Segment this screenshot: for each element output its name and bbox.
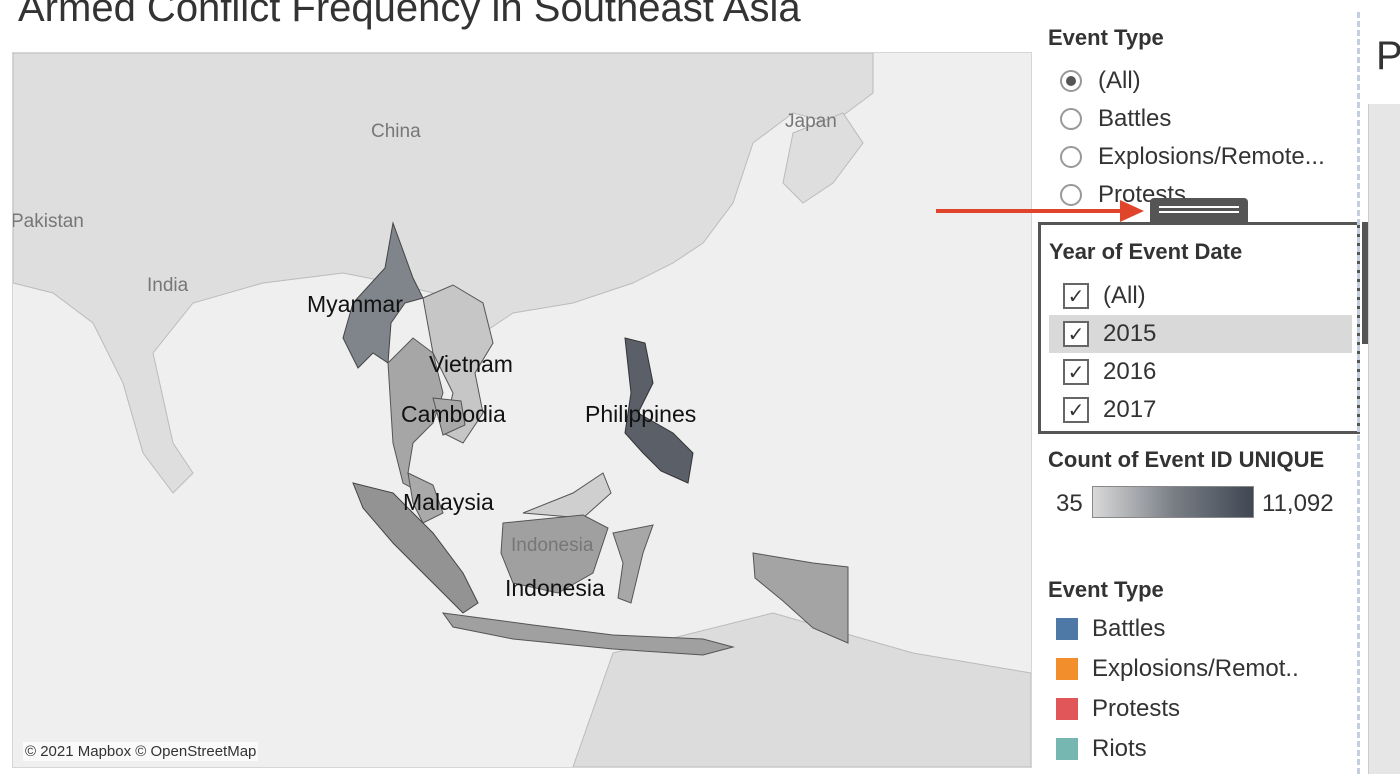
event-type-filter-title: Event Type	[1048, 25, 1164, 50]
country-borneo-south	[500, 514, 609, 594]
legend-item-explosions[interactable]: Explosions/Remot..	[1056, 651, 1299, 687]
legend-item-protests[interactable]: Protests	[1056, 691, 1180, 727]
country-papua	[752, 552, 849, 644]
map-attribution[interactable]: © 2021 Mapbox © OpenStreetMap	[23, 742, 259, 761]
swatch-icon	[1056, 618, 1078, 640]
color-legend-max: 11,092	[1262, 490, 1334, 517]
event-type-option-battles[interactable]: Battles	[1060, 100, 1171, 138]
filter-sidebar: Event Type (All) Battles Explosions/Remo…	[1038, 0, 1360, 774]
year-filter-card[interactable]: Year of Event Date ✓ (All) ✓ 2015 ✓ 2016 ✓ 2…	[1038, 222, 1360, 434]
country-myanmar	[342, 221, 424, 369]
right-panel-map[interactable]	[1368, 104, 1400, 774]
country-borneo-north	[522, 472, 612, 519]
radio-icon[interactable]	[1060, 108, 1082, 130]
color-legend-min: 35	[1056, 490, 1083, 517]
country-java	[441, 612, 735, 656]
country-cambodia	[432, 397, 466, 436]
country-thailand	[387, 337, 444, 494]
year-filter-title: Year of Event Date	[1049, 239, 1243, 264]
label-china: China	[371, 121, 421, 142]
checkbox-checked-icon[interactable]: ✓	[1063, 283, 1089, 309]
checkbox-checked-icon[interactable]: ✓	[1063, 397, 1089, 423]
label-myanmar: Myanmar	[307, 291, 403, 317]
color-legend-gradient	[1092, 486, 1254, 518]
swatch-icon	[1056, 698, 1078, 720]
dashboard-title: Armed Conflict Frequency in Southeast As…	[18, 0, 801, 30]
year-option-2017[interactable]: ✓ 2017	[1049, 391, 1352, 429]
label-philippines: Philippines	[585, 401, 696, 427]
year-option-2015[interactable]: ✓ 2015	[1049, 315, 1352, 353]
label-pakistan: Pakistan	[13, 211, 84, 232]
color-legend-title: Count of Event ID UNIQUE	[1048, 447, 1325, 472]
legend-item-riots[interactable]: Riots	[1056, 731, 1147, 767]
map-view[interactable]: China Japan Pakistan India Myanmar Vietn…	[12, 52, 1032, 768]
event-type-option-explosions[interactable]: Explosions/Remote...	[1060, 138, 1325, 176]
radio-icon[interactable]	[1060, 184, 1082, 206]
red-arrow-icon	[936, 200, 1144, 222]
legend-item-battles[interactable]: Battles	[1056, 611, 1165, 647]
label-cambodia: Cambodia	[401, 401, 506, 427]
drag-handle[interactable]	[1150, 198, 1248, 222]
label-indonesia-faint: Indonesia	[511, 535, 594, 556]
event-type-legend-title: Event Type	[1048, 577, 1164, 602]
event-type-option-all[interactable]: (All)	[1060, 62, 1141, 100]
year-option-2016[interactable]: ✓ 2016	[1049, 353, 1352, 391]
swatch-icon	[1056, 738, 1078, 760]
label-malaysia: Malaysia	[403, 489, 494, 515]
country-sumatra	[352, 482, 479, 614]
radio-selected-icon[interactable]	[1060, 70, 1082, 92]
label-japan: Japan	[785, 111, 837, 132]
label-vietnam: Vietnam	[429, 351, 513, 377]
checkbox-checked-icon[interactable]: ✓	[1063, 359, 1089, 385]
checkbox-checked-icon[interactable]: ✓	[1063, 321, 1089, 347]
right-panel-title: P	[1376, 34, 1400, 78]
label-india: India	[147, 275, 189, 296]
dashboard-divider	[1357, 12, 1361, 774]
country-malaysia-peninsula	[407, 472, 444, 524]
year-option-all[interactable]: ✓ (All)	[1049, 277, 1352, 315]
country-sulawesi	[612, 524, 654, 604]
country-philippines	[624, 337, 694, 484]
map-canvas[interactable]: China Japan Pakistan India Myanmar Vietn…	[13, 53, 1031, 767]
country-laos-vietnam	[422, 284, 494, 444]
radio-icon[interactable]	[1060, 146, 1082, 168]
swatch-icon	[1056, 658, 1078, 680]
label-indonesia: Indonesia	[505, 575, 605, 601]
land-japan	[782, 112, 864, 204]
